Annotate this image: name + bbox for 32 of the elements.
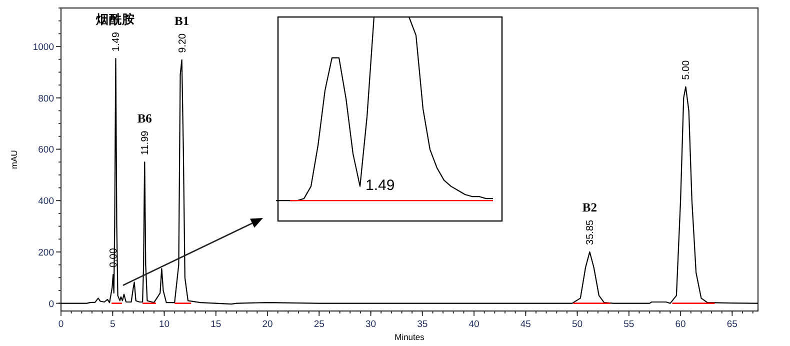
x-tick-label: 20 [262, 319, 273, 330]
x-tick-label: 25 [314, 319, 324, 330]
x-tick-label: 65 [726, 319, 738, 330]
y-axis-title: mAU [9, 150, 19, 169]
annotation: B2 [582, 200, 597, 214]
y-tick-label: 800 [38, 93, 54, 104]
x-tick-label: 10 [158, 319, 170, 330]
y-tick-label: 400 [38, 196, 54, 208]
x-tick-label: 15 [210, 319, 222, 330]
annotation: 1.49 [111, 32, 122, 52]
annotation: 5.00 [681, 60, 692, 80]
x-tick-label: 30 [365, 319, 376, 330]
y-tick-label: 600 [38, 144, 54, 156]
x-tick-label: 60 [675, 319, 686, 330]
annotation: B6 [137, 111, 152, 126]
annotation: 9.20 [177, 33, 188, 53]
x-tick-label: 40 [468, 319, 480, 330]
x-tick-label: 55 [624, 319, 634, 330]
annotation: B1 [174, 14, 190, 28]
x-axis-title: Minutes [394, 332, 424, 342]
annotation: 烟酰胺 [96, 12, 136, 27]
y-tick-label: 200 [38, 247, 54, 258]
annotation: 11.99 [140, 130, 152, 156]
inset-annotation: 1.49 [366, 177, 395, 194]
x-tick-label: 50 [572, 319, 583, 330]
x-tick-label: 45 [520, 319, 531, 330]
x-tick-label: 35 [417, 319, 428, 330]
x-tick-label: 0 [58, 319, 64, 330]
x-tick-label: 5 [110, 319, 116, 330]
y-tick-label: 0 [48, 298, 54, 310]
annotation: 35.85 [585, 220, 596, 245]
y-tick-label: 1000 [32, 42, 54, 54]
